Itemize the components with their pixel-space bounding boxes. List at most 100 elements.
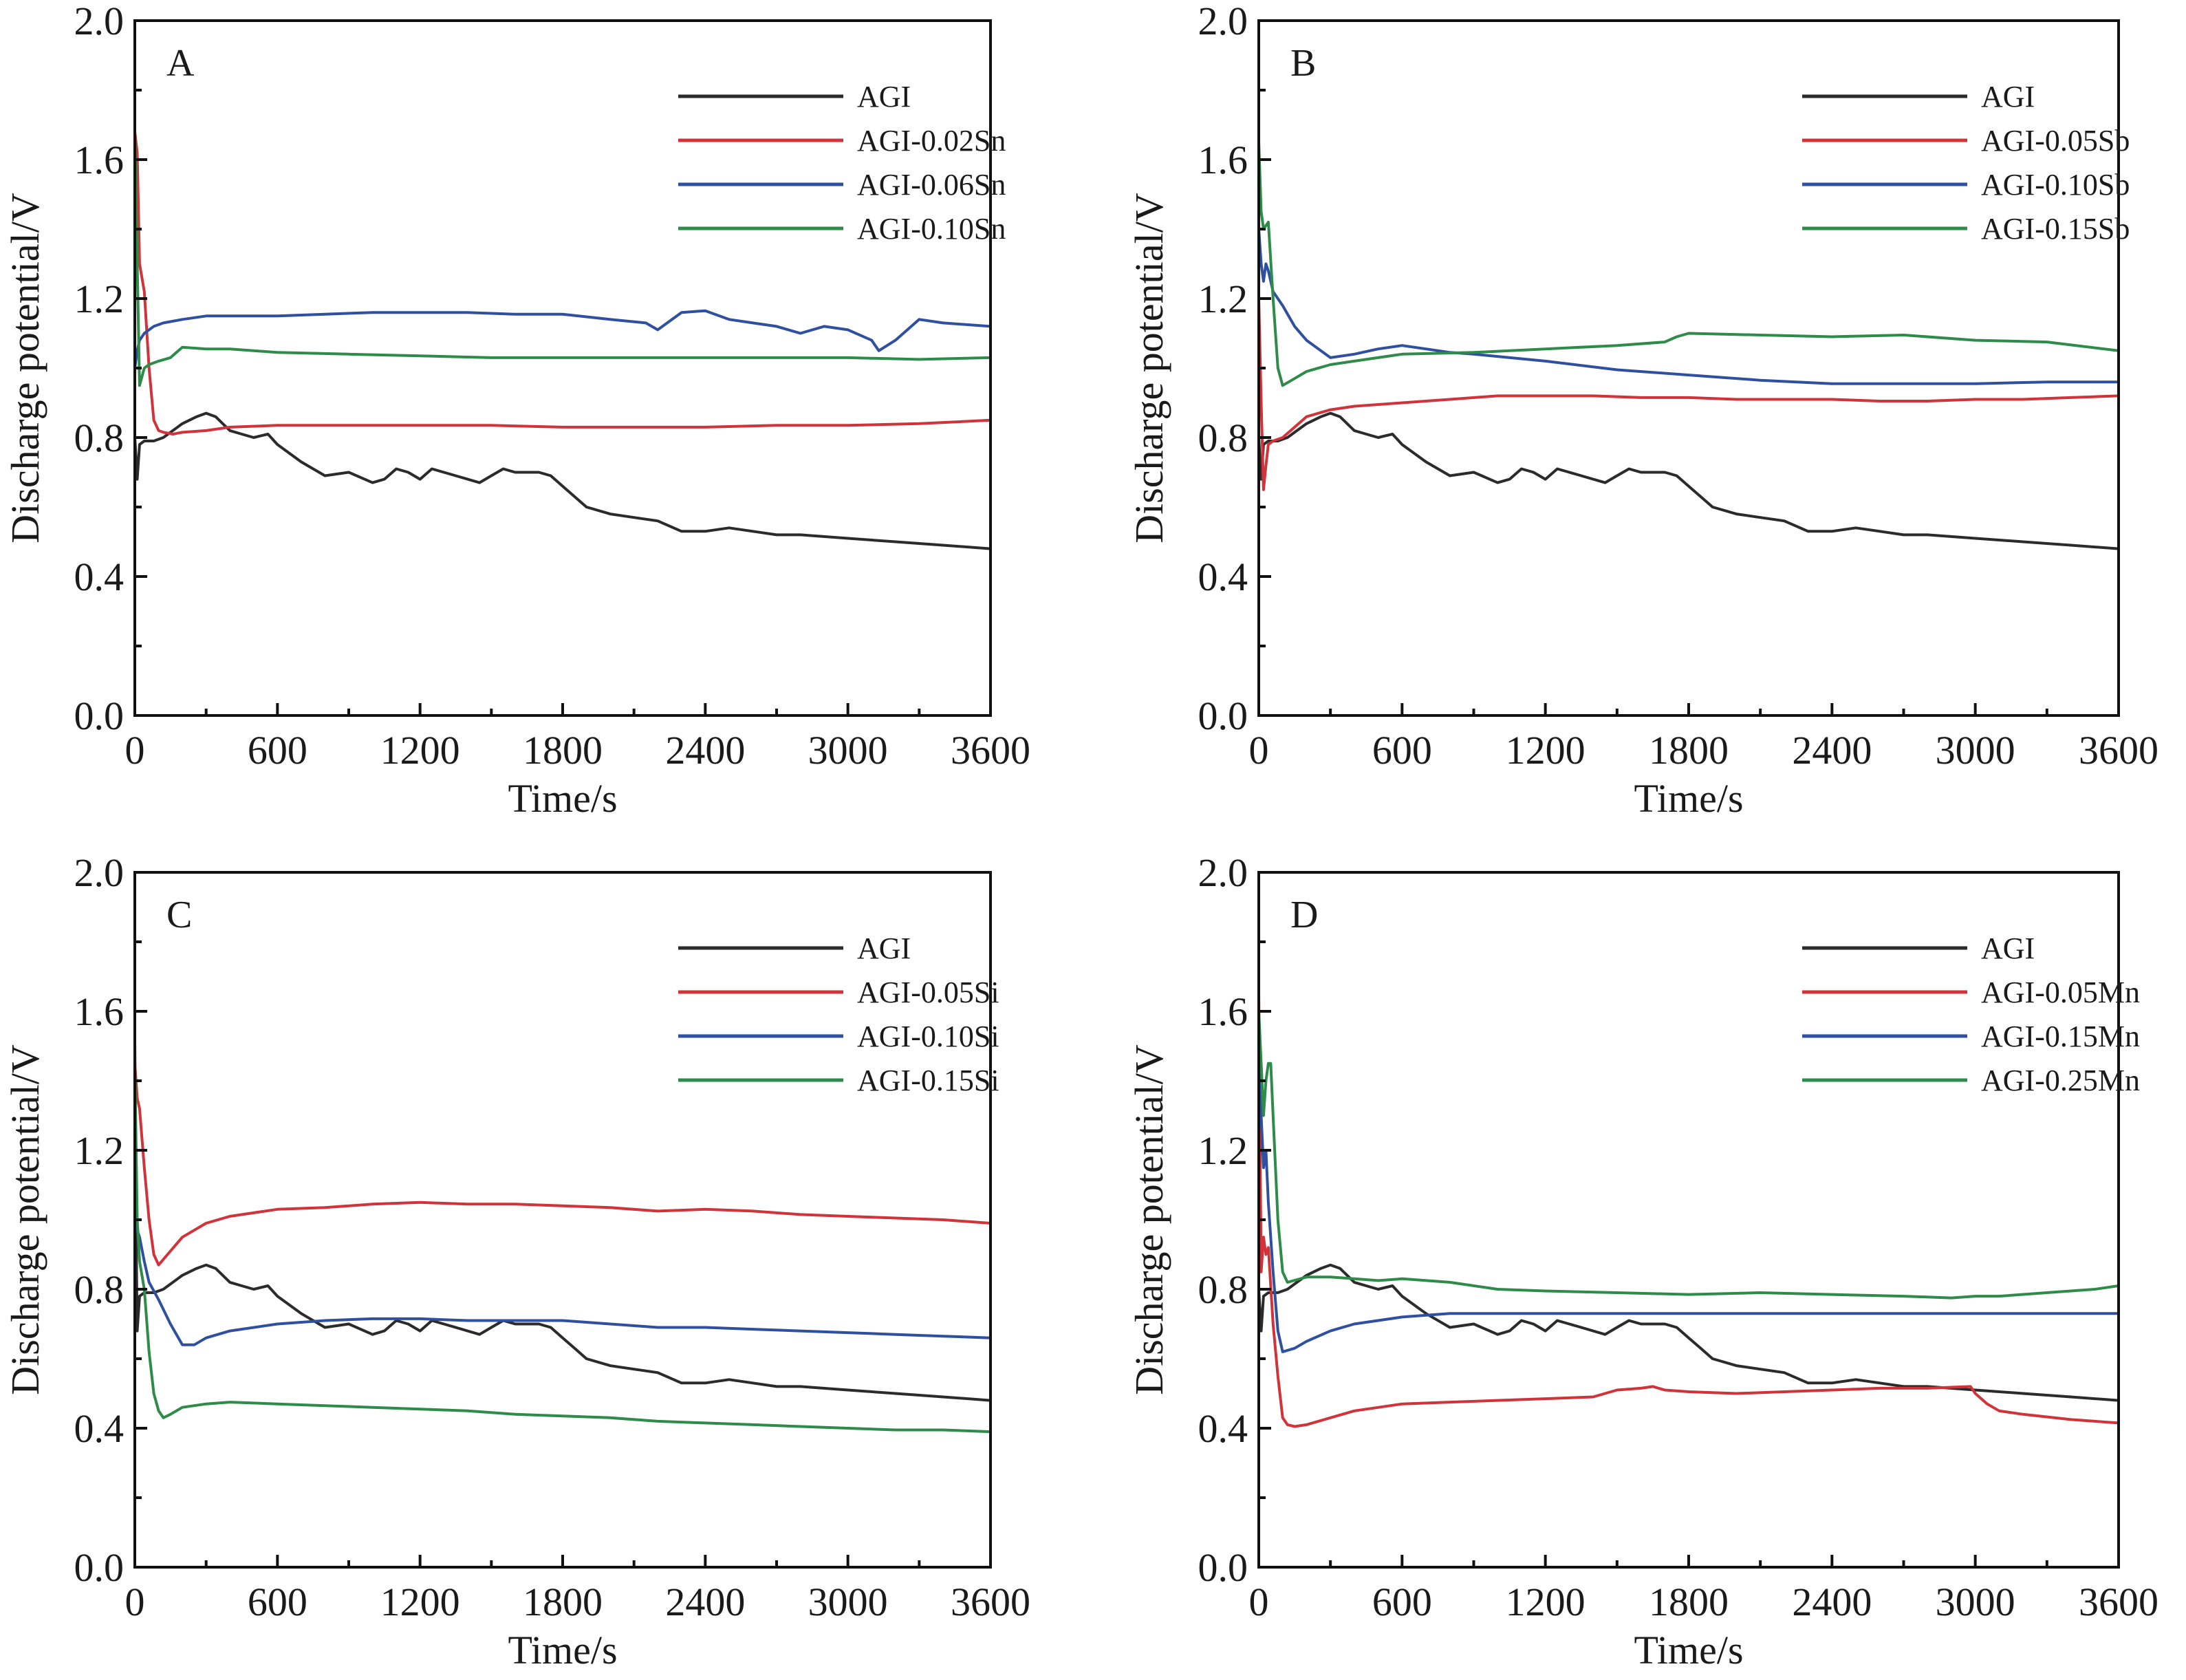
y-tick-label: 2.0 — [74, 850, 125, 895]
x-tick-label: 3600 — [951, 728, 1030, 773]
legend-item: AGI-0.10Sb — [1802, 168, 2130, 202]
series-line-agi-0-05sb — [1259, 297, 2119, 491]
legend-label: AGI — [1981, 80, 2035, 114]
legend-label: AGI — [1981, 931, 2035, 965]
legend-item: AGI-0.15Sb — [1802, 212, 2130, 246]
series-line-agi-0-15si — [135, 1062, 991, 1434]
x-tick-label: 2400 — [665, 728, 745, 773]
x-tick-label: 2400 — [1792, 1580, 1872, 1624]
series-line-agi-0-10sn — [135, 130, 991, 387]
series-line-agi-0-05si — [135, 1062, 991, 1267]
legend-item: AGI-0.15Mn — [1802, 1020, 2140, 1053]
series-line-agi — [1259, 411, 2119, 550]
y-tick-label: 1.6 — [1198, 989, 1248, 1034]
legend-label: AGI-0.06Sn — [857, 168, 1006, 202]
x-tick-label: 1200 — [380, 1580, 460, 1624]
series-line-agi-0-02sn — [135, 130, 991, 435]
y-axis-title: Discharge potential/V — [3, 1044, 47, 1395]
y-tick-label: 0.8 — [1198, 1267, 1248, 1312]
panel-C: 0 600 1200 1800 2400 3000 3600 0.0 0.4 0.8 1.2 1.6 2… — [3, 850, 1030, 1672]
series-line-agi-0-15mn — [1259, 1044, 2119, 1353]
panel-letter: D — [1290, 894, 1318, 936]
legend-label: AGI-0.05Mn — [1981, 976, 2140, 1009]
y-tick-label: 1.6 — [1198, 138, 1248, 182]
series-group — [1259, 140, 2119, 550]
panel-B: 0 600 1200 1800 2400 3000 3600 0.0 0.4 0.8 1.2 1.6 2… — [1127, 0, 2158, 821]
legend-item: AGI — [1802, 80, 2035, 114]
x-tick-label: 600 — [1372, 1580, 1432, 1624]
y-tick-label: 0.0 — [1198, 693, 1248, 738]
x-tick-label: 600 — [1372, 728, 1432, 773]
panel-A: 0 600 1200 1800 2400 3000 3600 0.0 0.4 0.8 1.2 1.6 2… — [3, 0, 1030, 821]
legend-label: AGI-0.15Mn — [1981, 1020, 2140, 1053]
series-line-agi-0-05mn — [1259, 992, 2119, 1428]
series-line-agi — [1259, 1263, 2119, 1402]
legend-item: AGI-0.02Sn — [678, 124, 1006, 158]
legend-label: AGI — [857, 931, 911, 965]
legend: AGI AGI-0.05Sb AGI-0.10Sb AGI-0.15Sb — [1802, 80, 2130, 246]
legend-item: AGI-0.05Sb — [1802, 124, 2130, 158]
y-tick-label: 0.0 — [74, 693, 125, 738]
x-tick-label: 1200 — [1506, 1580, 1586, 1624]
x-tick-label: 0 — [1249, 728, 1269, 773]
x-tick-label: 600 — [248, 1580, 307, 1624]
legend-item: AGI-0.05Mn — [1802, 976, 2140, 1009]
series-line-agi-0-10si — [135, 1218, 991, 1346]
legend-item: AGI-0.15Si — [678, 1064, 999, 1097]
legend: AGI AGI-0.05Mn AGI-0.15Mn AGI-0.25Mn — [1802, 931, 2140, 1097]
x-tick-label: 2400 — [665, 1580, 745, 1624]
x-axis-title: Time/s — [508, 776, 617, 821]
x-tick-label: 3600 — [2079, 1580, 2158, 1624]
series-line-agi-0-06sn — [135, 309, 991, 369]
x-tick-label: 1800 — [1649, 728, 1729, 773]
x-tick-label: 0 — [125, 728, 145, 773]
panel-D: 0 600 1200 1800 2400 3000 3600 0.0 0.4 0.8 1.2 1.6 2… — [1127, 850, 2158, 1672]
y-axis-title: Discharge potential/V — [1127, 1044, 1171, 1395]
x-tick-label: 1200 — [1506, 728, 1586, 773]
legend-item: AGI — [1802, 931, 2035, 965]
legend-label: AGI-0.05Sb — [1981, 124, 2130, 158]
x-tick-label: 3000 — [808, 728, 888, 773]
y-tick-label: 0.4 — [1198, 1406, 1248, 1451]
x-tick-label: 3600 — [951, 1580, 1030, 1624]
series-line-agi-0-15sb — [1259, 140, 2119, 387]
panel-letter: A — [166, 42, 195, 85]
x-tick-label: 600 — [248, 728, 307, 773]
legend-item: AGI-0.10Sn — [678, 212, 1006, 246]
x-tick-label: 3000 — [1936, 1580, 2015, 1624]
y-tick-label: 1.2 — [74, 1128, 125, 1173]
panel-letter: C — [166, 894, 192, 936]
x-tick-label: 3000 — [808, 1580, 888, 1624]
series-line-agi — [135, 411, 991, 550]
y-tick-label: 0.4 — [74, 554, 125, 599]
series-group — [1259, 992, 2119, 1428]
y-tick-label: 0.8 — [1198, 416, 1248, 460]
legend-label: AGI-0.25Mn — [1981, 1064, 2140, 1097]
x-tick-label: 1200 — [380, 728, 460, 773]
y-axis-title: Discharge potential/V — [3, 193, 47, 543]
y-tick-label: 0.0 — [74, 1545, 125, 1590]
y-axis-title: Discharge potential/V — [1127, 193, 1171, 543]
series-group — [135, 1037, 991, 1434]
legend-label: AGI-0.10Sb — [1981, 168, 2130, 202]
y-tick-label: 1.6 — [74, 138, 125, 182]
legend-label: AGI-0.10Si — [857, 1020, 999, 1053]
x-tick-label: 0 — [1249, 1580, 1269, 1624]
y-tick-label: 2.0 — [1198, 0, 1248, 43]
x-tick-label: 3000 — [1936, 728, 2015, 773]
legend-label: AGI-0.05Si — [857, 976, 999, 1009]
legend-item: AGI — [678, 931, 911, 965]
y-tick-label: 0.4 — [1198, 554, 1248, 599]
legend-item: AGI-0.05Si — [678, 976, 999, 1009]
x-axis-title: Time/s — [508, 1628, 617, 1672]
y-tick-label: 1.2 — [1198, 1128, 1248, 1173]
x-axis-title: Time/s — [1634, 1628, 1743, 1672]
legend-item: AGI-0.25Mn — [1802, 1064, 2140, 1097]
x-axis-title: Time/s — [1634, 776, 1743, 821]
y-tick-label: 1.6 — [74, 989, 125, 1034]
series-group — [135, 130, 991, 550]
legend: AGI AGI-0.05Si AGI-0.10Si AGI-0.15Si — [678, 931, 999, 1097]
y-tick-label: 0.8 — [74, 416, 125, 460]
legend-label: AGI-0.15Si — [857, 1064, 999, 1097]
